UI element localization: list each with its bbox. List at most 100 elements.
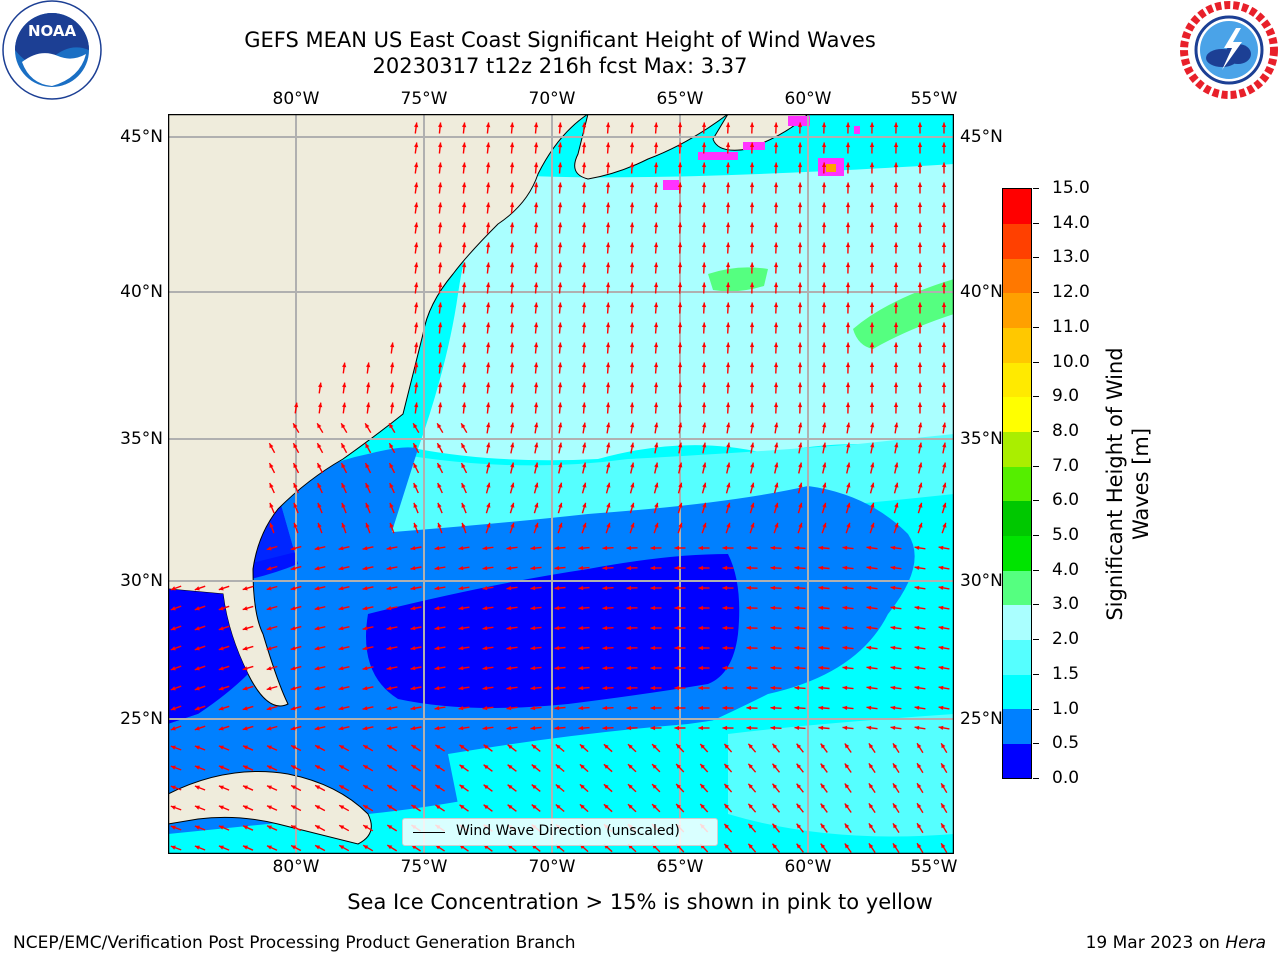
wave-direction-arrowhead xyxy=(818,545,824,551)
wave-direction-arrowhead xyxy=(581,222,587,228)
wave-direction-arrowhead xyxy=(846,502,851,508)
wave-direction-arrowhead xyxy=(890,665,896,670)
wave-direction-arrowhead xyxy=(846,442,851,448)
wave-direction-arrowhead xyxy=(509,222,515,228)
wave-direction-arrowhead xyxy=(534,442,539,448)
wave-direction-arrowhead xyxy=(269,502,274,508)
wave-direction-arrowhead xyxy=(677,302,683,308)
wave-direction-arrowhead xyxy=(770,645,776,651)
wave-direction-arrowhead xyxy=(530,685,536,691)
wave-direction-arrowhead xyxy=(557,142,563,148)
wave-direction-arrowhead xyxy=(606,442,611,448)
wave-direction-arrowhead xyxy=(869,382,875,387)
wave-direction-arrowhead xyxy=(626,565,632,571)
wave-direction-arrowhead xyxy=(893,743,898,749)
colorbar-segment xyxy=(1003,570,1031,606)
wave-direction-arrowhead xyxy=(554,565,560,571)
wave-direction-arrowhead xyxy=(291,745,297,750)
wave-direction-arrowhead xyxy=(626,645,632,651)
wave-direction-arrowhead xyxy=(702,482,707,488)
wave-direction-arrowhead xyxy=(893,402,899,407)
wave-direction-arrowhead xyxy=(917,342,923,347)
wave-direction-arrowhead xyxy=(917,122,923,127)
wave-direction-arrowhead xyxy=(725,362,731,368)
wave-direction-arrowhead xyxy=(581,142,587,148)
wave-direction-arrowhead xyxy=(194,845,200,850)
wave-direction-arrowhead xyxy=(797,222,803,228)
wave-direction-arrowhead xyxy=(725,182,731,188)
wave-direction-arrowhead xyxy=(678,522,683,528)
wave-direction-arrowhead xyxy=(798,422,803,428)
wave-direction-arrowhead xyxy=(510,482,515,488)
colorbar-tick xyxy=(1033,292,1039,294)
wave-direction-arrowhead xyxy=(534,462,539,468)
colorbar-segment xyxy=(1003,604,1031,640)
wave-direction-arrowhead xyxy=(796,783,802,789)
wave-direction-arrowhead xyxy=(842,545,848,551)
wave-direction-arrowhead xyxy=(506,546,512,551)
wave-direction-arrowhead xyxy=(749,342,755,348)
wave-direction-arrowhead xyxy=(938,705,944,710)
wave-direction-arrowhead xyxy=(218,586,224,591)
wave-direction-arrowhead xyxy=(749,182,755,188)
wave-direction-arrowhead xyxy=(749,242,755,248)
wave-direction-arrowhead xyxy=(650,725,656,731)
wave-direction-arrowhead xyxy=(917,322,923,327)
wave-direction-arrowhead xyxy=(653,282,659,288)
colorbar-tick xyxy=(1033,569,1039,571)
wave-direction-arrowhead xyxy=(941,242,947,247)
wave-direction-arrowhead xyxy=(506,606,512,611)
wave-direction-arrowhead xyxy=(674,665,679,671)
wave-direction-arrowhead xyxy=(914,725,920,730)
wave-direction-arrowhead xyxy=(918,462,923,468)
wave-direction-arrowhead xyxy=(437,463,442,469)
wave-direction-arrowhead xyxy=(510,522,515,528)
wave-direction-arrowhead xyxy=(414,262,419,268)
wave-direction-arrowhead xyxy=(437,522,442,528)
wave-direction-arrowhead xyxy=(434,626,440,631)
wave-direction-arrowhead xyxy=(845,282,851,288)
wave-direction-arrowhead xyxy=(461,483,466,488)
wave-direction-arrowhead xyxy=(794,585,800,591)
wave-direction-arrowhead xyxy=(701,362,707,368)
wave-direction-arrowhead xyxy=(438,362,443,368)
wave-direction-arrowhead xyxy=(414,202,419,208)
wave-direction-arrowhead xyxy=(628,804,633,809)
wave-direction-arrowhead xyxy=(701,382,707,388)
wave-direction-arrowhead xyxy=(677,262,683,268)
wave-direction-arrowhead xyxy=(581,342,587,348)
wave-direction-arrowhead xyxy=(194,825,200,830)
wave-direction-arrowhead xyxy=(437,423,442,429)
wave-direction-arrowhead xyxy=(821,242,827,248)
wave-direction-arrowhead xyxy=(653,222,659,228)
nws-logo xyxy=(1178,0,1280,100)
wave-direction-arrowhead xyxy=(629,322,635,328)
wave-direction-arrowhead xyxy=(243,785,248,790)
wave-direction-arrowhead xyxy=(218,666,224,671)
wave-direction-arrowhead xyxy=(509,342,515,348)
wave-direction-arrowhead xyxy=(941,743,946,749)
wave-direction-arrowhead xyxy=(533,202,539,208)
wave-direction-arrowhead xyxy=(582,422,587,428)
wave-direction-arrowhead xyxy=(438,142,443,148)
wave-direction-arrowhead xyxy=(554,685,560,691)
lat-label-right: 25°N xyxy=(960,709,1003,729)
wave-direction-arrowhead xyxy=(602,665,608,671)
wave-direction-arrowhead xyxy=(414,382,419,388)
wave-direction-arrowhead xyxy=(555,764,561,769)
wave-direction-arrowhead xyxy=(170,726,176,731)
wave-direction-arrowhead xyxy=(917,843,922,849)
wave-direction-arrowhead xyxy=(554,705,560,711)
wave-direction-arrowhead xyxy=(582,462,587,468)
wave-direction-arrowhead xyxy=(722,685,728,691)
wave-direction-arrowhead xyxy=(770,665,776,671)
wave-direction-arrowhead xyxy=(652,764,657,769)
wave-direction-arrowhead xyxy=(414,362,419,368)
wave-direction-arrowhead xyxy=(266,626,272,631)
wave-direction-arrowhead xyxy=(438,342,443,348)
wave-direction-arrowhead xyxy=(603,764,609,769)
wave-direction-arrowhead xyxy=(797,322,803,328)
wave-direction-arrowhead xyxy=(821,162,827,168)
wave-direction-arrowhead xyxy=(342,402,347,408)
wave-direction-arrowhead xyxy=(486,522,491,528)
